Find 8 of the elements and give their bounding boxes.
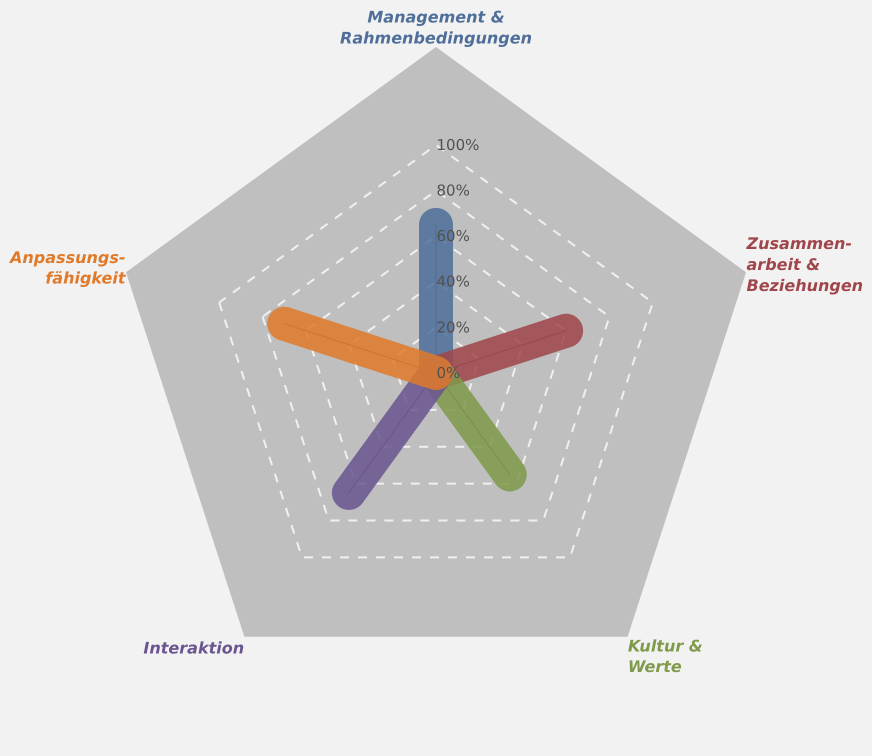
spoke-label: Zusammen- arbeit & Beziehungen: [746, 234, 864, 295]
y-tick-label: 80%: [436, 181, 470, 200]
y-tick-label: 100%: [436, 136, 480, 154]
spoke-label: Kultur & Werte: [628, 636, 703, 676]
spoke-label: Management & Rahmenbedingungen: [340, 8, 532, 48]
spoke-label: Anpassungs- fähigkeit: [8, 248, 127, 288]
spoke-label: Interaktion: [143, 638, 244, 658]
y-tick-label: 40%: [436, 272, 470, 291]
